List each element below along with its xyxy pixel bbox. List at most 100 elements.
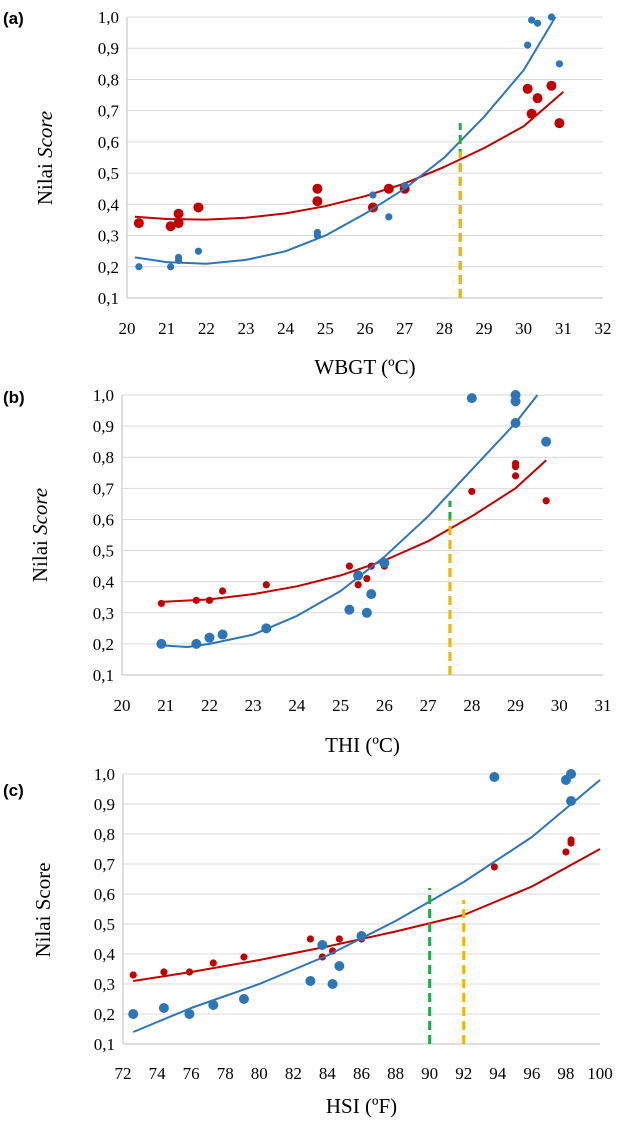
x-tick-label: 88 <box>387 1064 404 1083</box>
x-axis-title: THI (ºC) <box>325 733 400 757</box>
data-point-red <box>173 218 184 229</box>
x-tick-label: 100 <box>587 1064 613 1083</box>
y-tick-label: 0,9 <box>93 417 114 436</box>
x-tick-label: 80 <box>251 1064 268 1083</box>
x-tick-label: 25 <box>332 696 349 715</box>
data-point-blue <box>327 979 338 989</box>
x-tick-label: 84 <box>319 1064 337 1083</box>
panel-label: (b) <box>3 388 25 407</box>
data-point-red <box>240 953 248 961</box>
data-point-red <box>363 574 371 583</box>
y-tick-label: 0,3 <box>94 975 115 994</box>
x-tick-label: 29 <box>507 696 524 715</box>
x-tick-label: 27 <box>420 696 438 715</box>
y-tick-label: 0,7 <box>98 102 120 121</box>
data-point-blue <box>184 1009 195 1019</box>
data-point-blue <box>466 393 477 404</box>
x-tick-label: 26 <box>376 696 393 715</box>
data-point-blue <box>555 60 563 68</box>
data-point-red <box>511 459 520 468</box>
y-tick-label: 0,2 <box>94 1005 115 1024</box>
x-tick-label: 20 <box>119 319 136 338</box>
x-tick-label: 31 <box>555 319 572 338</box>
data-point-blue <box>208 1000 219 1010</box>
data-point-red <box>511 472 520 480</box>
y-tick-label: 0,8 <box>98 70 119 89</box>
data-point-blue <box>489 772 500 782</box>
x-tick-label: 22 <box>201 696 218 715</box>
data-point-blue <box>128 1009 139 1019</box>
y-axis-title-italic: Score <box>28 488 52 535</box>
y-tick-label: 0,9 <box>94 795 115 814</box>
data-point-red <box>490 863 498 871</box>
x-tick-label: 22 <box>198 319 215 338</box>
x-tick-label: 23 <box>245 696 262 715</box>
data-point-red <box>522 83 533 94</box>
data-point-blue <box>317 940 328 950</box>
x-tick-label: 21 <box>157 696 174 715</box>
y-axis-title-main: Nilai <box>33 158 57 205</box>
y-tick-label: 0,7 <box>93 479 115 498</box>
x-tick-label: 96 <box>523 1064 540 1083</box>
x-tick-label: 24 <box>277 319 295 338</box>
y-axis-title: Nilai Score <box>28 488 52 582</box>
y-tick-label: 0,1 <box>94 1035 115 1054</box>
x-tick-label: 78 <box>217 1064 234 1083</box>
data-point-blue <box>353 570 364 581</box>
data-point-blue <box>366 589 377 600</box>
data-point-red <box>567 836 575 844</box>
y-tick-label: 1,0 <box>98 8 119 27</box>
data-point-red <box>345 562 353 570</box>
data-point-blue <box>238 994 249 1004</box>
trendline-blue <box>134 16 557 265</box>
y-tick-label: 0,5 <box>98 164 119 183</box>
y-tick-label: 0,7 <box>94 855 116 874</box>
y-tick-label: 1,0 <box>94 765 115 784</box>
y-tick-label: 0,3 <box>98 227 119 246</box>
y-axis-title-main: Nilai <box>28 535 52 582</box>
y-tick-label: 1,0 <box>93 386 114 405</box>
data-point-blue <box>369 191 377 199</box>
y-axis-title-main: Nilai Score <box>31 862 55 957</box>
data-point-red <box>129 971 137 979</box>
x-tick-label: 23 <box>238 319 255 338</box>
data-point-red <box>312 196 323 207</box>
data-point-red <box>306 935 314 943</box>
x-tick-label: 21 <box>158 319 175 338</box>
data-point-blue <box>217 629 228 640</box>
y-tick-label: 0,6 <box>93 510 114 529</box>
y-tick-label: 0,3 <box>93 604 114 623</box>
x-tick-label: 98 <box>557 1064 574 1083</box>
chart-panel-3: (c) 0,1 0,2 0,3 0,4 0,5 0,6 0,7 0,8 0,9 1,0 72 74 76 7… <box>3 765 613 1118</box>
x-tick-label: 74 <box>149 1064 167 1083</box>
y-tick-label: 0,4 <box>98 195 120 214</box>
y-tick-label: 0,2 <box>93 635 114 654</box>
panel-label: (c) <box>3 781 24 800</box>
y-tick-label: 0,6 <box>94 885 115 904</box>
data-point-red <box>209 959 217 967</box>
data-point-red <box>554 118 565 129</box>
data-point-red <box>262 581 270 589</box>
data-point-red <box>335 935 343 943</box>
x-tick-label: 28 <box>436 319 453 338</box>
data-point-red <box>562 848 570 856</box>
data-point-red <box>160 968 168 976</box>
data-point-red <box>468 487 476 496</box>
data-point-blue <box>361 607 372 618</box>
data-point-blue <box>524 41 532 49</box>
x-axis-title: HSI (ºF) <box>326 1094 397 1118</box>
trendline-blue <box>161 394 539 648</box>
x-tick-label: 72 <box>115 1064 132 1083</box>
data-point-blue <box>541 436 552 447</box>
y-tick-label: 0,5 <box>93 542 114 561</box>
panel-label: (a) <box>3 9 24 28</box>
y-axis-title-italic: Score <box>33 111 57 158</box>
chart-panel-2: (b) 0,1 0,2 0,3 0,4 0,5 0,6 0,7 0,8 0,9 1,0 20 21 22 2… <box>3 386 612 757</box>
x-axis-title: WBGT (ºC) <box>314 355 415 379</box>
y-axis-title: Nilai Score <box>31 862 55 957</box>
chart-panel-1: (a) 0,1 0,2 0,3 0,4 0,5 0,6 0,7 0,8 0,9 1,0 20 21 22 2… <box>3 8 612 379</box>
data-point-blue <box>194 247 202 255</box>
x-tick-label: 26 <box>357 319 374 338</box>
x-tick-label: 27 <box>396 319 414 338</box>
